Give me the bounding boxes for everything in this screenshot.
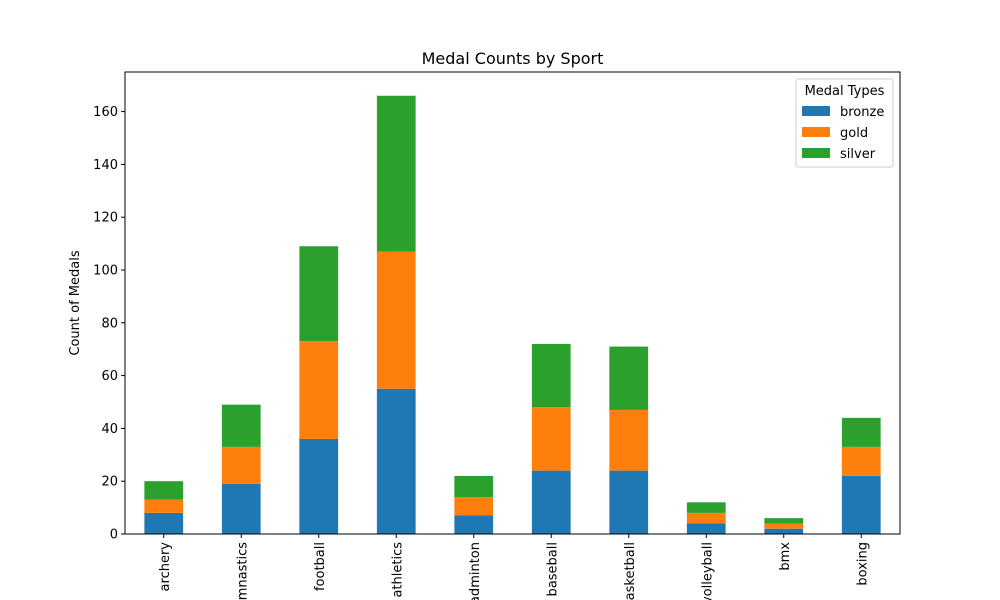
y-tick-label: 100: [93, 264, 118, 279]
bar-bronze-gymnastics: [221, 483, 261, 534]
bar-bronze-athletics: [376, 388, 416, 534]
y-tick-label: 20: [101, 475, 118, 490]
x-tick-label-volleyball: volleyball: [700, 542, 715, 600]
bar-silver-badminton: [454, 475, 494, 498]
legend: Medal Types bronze gold silver: [795, 78, 894, 168]
y-tick-label: 140: [93, 158, 118, 173]
bar-silver-volleyball: [686, 502, 726, 513]
x-tick-label-gymnastics: gymnastics: [235, 542, 250, 600]
legend-title: Medal Types: [805, 84, 885, 99]
bar-gold-football: [299, 341, 339, 439]
bar-silver-archery: [144, 481, 184, 500]
bar-gold-athletics: [376, 251, 416, 389]
bar-gold-baseball: [531, 407, 571, 471]
legend-label-bronze: bronze: [840, 105, 884, 120]
bar-bronze-basketball: [609, 470, 649, 534]
bar-silver-football: [299, 246, 339, 342]
legend-swatch-silver: [802, 148, 830, 158]
bar-gold-archery: [144, 499, 184, 513]
bar-bronze-archery: [144, 512, 184, 534]
x-tick-label-bmx: bmx: [778, 542, 793, 571]
bar-silver-baseball: [531, 343, 571, 408]
bar-silver-athletics: [376, 95, 416, 252]
bars-group: [144, 95, 881, 534]
bar-silver-basketball: [609, 346, 649, 410]
bar-gold-basketball: [609, 409, 649, 471]
bar-bronze-baseball: [531, 470, 571, 534]
bar-gold-badminton: [454, 497, 494, 516]
bar-silver-boxing: [841, 417, 881, 447]
bar-gold-boxing: [841, 446, 881, 476]
bar-gold-gymnastics: [221, 446, 261, 484]
plot-frame: [124, 71, 901, 535]
y-tick-label: 160: [93, 105, 118, 120]
y-tick-label: 40: [101, 422, 118, 437]
y-tick-label: 80: [101, 316, 118, 331]
chart-title: Medal Counts by Sport: [422, 49, 604, 68]
bar-gold-bmx: [764, 523, 804, 529]
legend-box: [795, 78, 894, 168]
x-tick-label-boxing: boxing: [855, 542, 870, 586]
bar-silver-bmx: [764, 518, 804, 524]
bar-bronze-boxing: [841, 475, 881, 534]
y-axis-label: Count of Medals: [68, 250, 83, 355]
y-tick-label: 120: [93, 211, 118, 226]
x-axis-ticks: archery gymnastics football athletics badmin…: [158, 534, 870, 600]
bar-bronze-football: [299, 438, 339, 534]
x-tick-label-archery: archery: [158, 542, 173, 592]
y-tick-label: 0: [110, 528, 118, 543]
legend-swatch-bronze: [802, 106, 830, 116]
legend-label-silver: silver: [840, 147, 876, 162]
y-tick-label: 60: [101, 369, 118, 384]
legend-swatch-gold: [802, 127, 830, 137]
bar-bronze-volleyball: [686, 523, 726, 534]
x-tick-label-basketball: basketball: [623, 542, 638, 600]
x-tick-label-baseball: baseball: [545, 542, 560, 596]
x-tick-label-football: football: [313, 542, 328, 591]
bar-bronze-bmx: [764, 528, 804, 534]
bar-gold-volleyball: [686, 512, 726, 524]
bar-silver-gymnastics: [221, 404, 261, 447]
x-tick-label-badminton: badminton: [468, 542, 483, 600]
legend-label-gold: gold: [840, 126, 868, 141]
y-axis-ticks: 0 20 40 60 80 100 120 140 160: [93, 105, 125, 543]
x-tick-label-athletics: athletics: [390, 542, 405, 598]
bar-bronze-badminton: [454, 515, 494, 534]
